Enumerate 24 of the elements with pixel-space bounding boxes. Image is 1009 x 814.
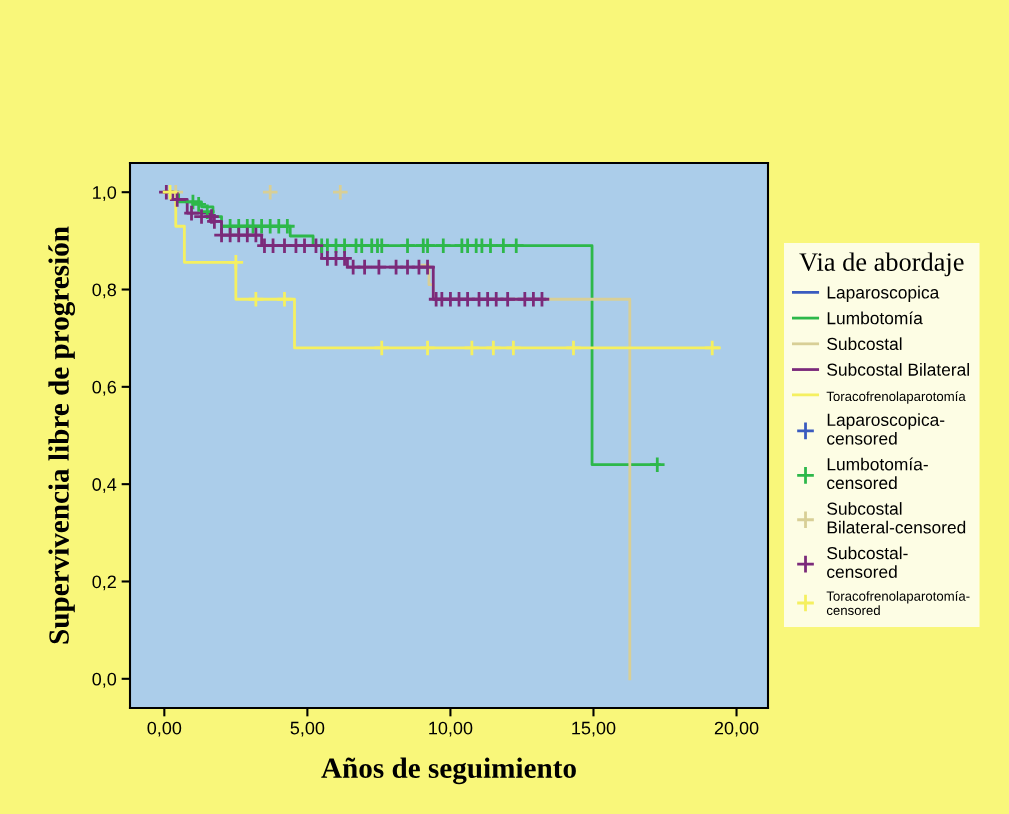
legend-title: Via de abordaje: [799, 252, 964, 277]
y-tick-label: 0,8: [92, 283, 117, 299]
y-tick-label: 0,4: [92, 478, 117, 494]
x-tick-label: 20,00: [714, 721, 759, 737]
y-tick-label: 0,0: [92, 672, 117, 688]
legend-label: Laparoscopica- censored: [827, 413, 945, 445]
y-axis-title: Supervivencia libre de progresión: [48, 226, 76, 644]
legend-label: Lumbotomía: [827, 311, 923, 325]
y-tick-label: 0,6: [92, 380, 117, 396]
legend-label: Subcostal: [827, 337, 902, 351]
legend-label: Subcostal Bilateral: [827, 363, 969, 376]
legend-label: Toracofrenolaparotomía- censored: [826, 590, 970, 616]
legend-label: Subcostal- censored: [827, 546, 908, 578]
x-tick-label: 5,00: [290, 721, 325, 737]
x-tick-label: 10,00: [429, 721, 473, 737]
x-tick-label: 15,00: [572, 721, 616, 737]
y-tick-label: 1,0: [93, 186, 117, 202]
legend-label: Lumbotomía- censored: [827, 457, 928, 490]
x-tick-label: 0,00: [147, 721, 182, 737]
legend-label: Laparoscopica: [827, 285, 940, 303]
y-tick-label: 0,2: [92, 575, 116, 591]
legend-label: Subcostal Bilateral-censored: [827, 502, 966, 534]
x-axis-title: Años de seguimiento: [321, 757, 576, 785]
legend-label: Toracofrenolaparotomía: [826, 391, 966, 404]
